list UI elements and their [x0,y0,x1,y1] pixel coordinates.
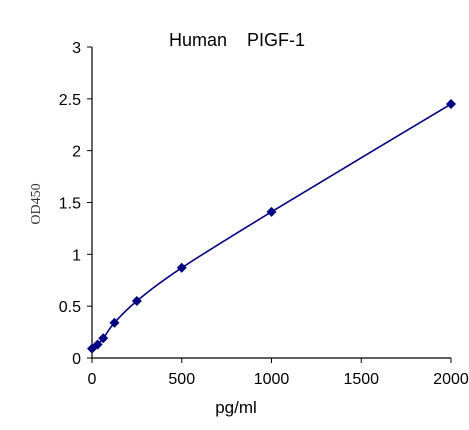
y-tick-label: 0 [72,351,81,368]
x-tick-label: 1500 [343,371,379,388]
y-tick-label: 0.5 [59,299,81,316]
y-tick-label: 3 [72,40,81,57]
data-point-diamond [109,317,120,328]
data-point-diamond [98,333,109,344]
data-point-diamond [266,206,277,217]
y-tick-label: 1.5 [59,196,81,213]
data-point-diamond [176,262,187,273]
x-tick-label: 500 [168,371,195,388]
x-tick-label: 1000 [254,371,290,388]
data-point-diamond [131,295,142,306]
y-tick-label: 1 [72,247,81,264]
y-tick-label: 2 [72,144,81,161]
data-points [87,99,456,354]
data-point-diamond [446,99,456,110]
x-tick-label: 2000 [433,371,469,388]
x-axis-label: pg/ml [215,398,257,417]
chart-title: Human PIGF-1 [169,30,305,50]
axis-ticks: 0 0.5 1 1.5 2 2.5 3 0 500 1000 1500 2000 [59,40,469,388]
x-tick-label: 0 [88,371,97,388]
y-axis-label: OD450 [29,183,44,224]
y-tick-label: 2.5 [59,92,81,109]
data-point-diamond [92,339,103,350]
fit-curve [91,103,452,350]
